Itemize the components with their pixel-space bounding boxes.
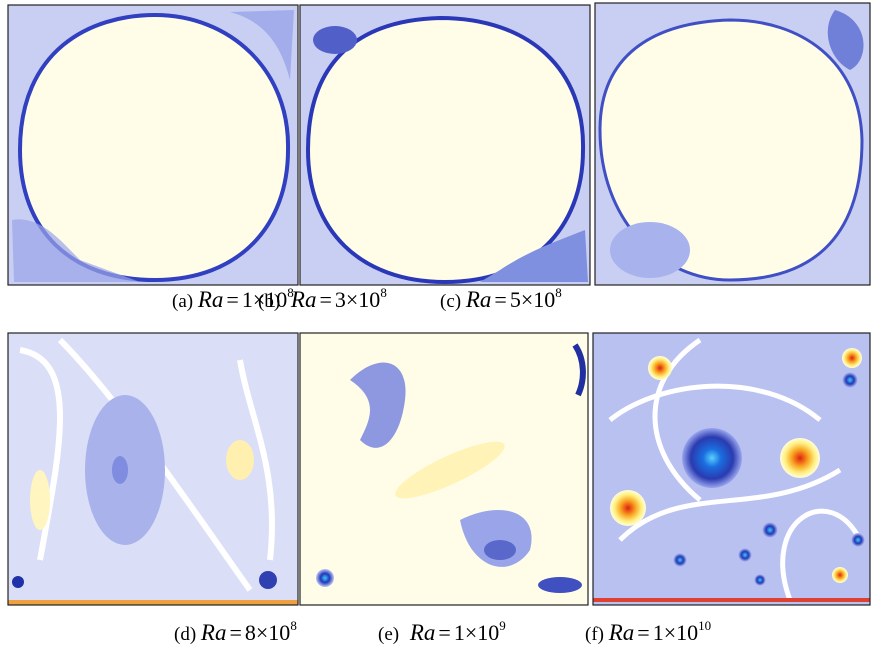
caption-part: Ra xyxy=(409,620,436,645)
caption-part: 5×10 xyxy=(510,287,555,312)
caption-part: = xyxy=(637,620,649,645)
caption-part: Ra xyxy=(465,287,492,312)
caption-part: 8×10 xyxy=(245,620,290,645)
caption-part: Ra xyxy=(200,620,227,645)
caption-f: (f) Ra=1×1010 xyxy=(585,618,711,645)
panel-b xyxy=(300,5,590,285)
caption-part: = xyxy=(438,620,450,645)
caption-part: 8 xyxy=(380,285,387,300)
caption-part: 8 xyxy=(290,618,297,633)
caption-part: 3×10 xyxy=(335,287,380,312)
panel-a xyxy=(8,5,298,285)
panel-f xyxy=(593,333,870,605)
caption-part: (e) xyxy=(378,624,399,645)
caption-part: Ra xyxy=(608,620,635,645)
caption-part: (c) xyxy=(440,291,461,312)
panel-e xyxy=(300,333,588,605)
caption-part: (f) xyxy=(585,624,604,645)
panel-d xyxy=(8,333,298,605)
caption-d: (d) Ra=8×108 xyxy=(174,618,297,645)
panel-c xyxy=(595,3,870,285)
caption-part: = xyxy=(226,287,238,312)
caption-part: (a) xyxy=(172,291,193,312)
caption-part: (d) xyxy=(174,624,196,645)
caption-e: (e) Ra=1×109 xyxy=(378,618,506,645)
caption-part: = xyxy=(319,287,331,312)
caption-part: 1×10 xyxy=(653,620,698,645)
caption-c: (c) Ra=5×108 xyxy=(440,285,562,312)
caption-part: 10 xyxy=(698,618,711,633)
caption-part: = xyxy=(229,620,241,645)
caption-part: 1×10 xyxy=(454,620,499,645)
figure: (a) Ra=1×108 (b) Ra=3×108 (c) Ra=5×108 (… xyxy=(0,0,877,648)
caption-part: 8 xyxy=(555,285,562,300)
caption-part: = xyxy=(494,287,506,312)
caption-part: Ra xyxy=(290,287,317,312)
caption-part: 9 xyxy=(499,618,506,633)
caption-part: (b) xyxy=(258,291,280,312)
caption-part: Ra xyxy=(197,287,224,312)
